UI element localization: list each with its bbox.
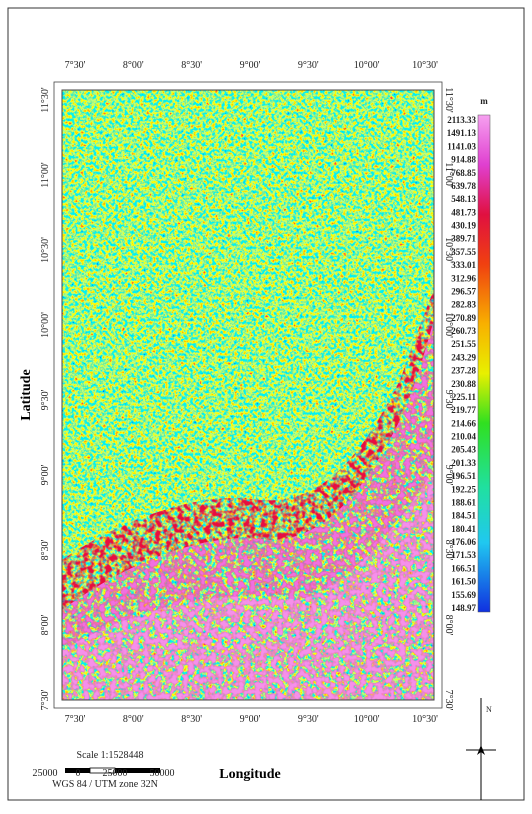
legend-label: 2113.33	[447, 115, 476, 125]
legend-label: 196.51	[451, 471, 476, 481]
top-tick-label: 7°30'	[65, 60, 86, 71]
legend-label: 389.71	[451, 234, 476, 244]
left-tick-label: 8°30'	[40, 539, 51, 560]
legend-label: 296.57	[451, 286, 476, 296]
legend-label: 914.88	[451, 155, 476, 165]
right-tick-label: 10°00'	[443, 312, 454, 338]
legend-label: 270.89	[451, 313, 476, 323]
right-tick-label: 9°30'	[443, 390, 454, 411]
bottom-tick-label: 8°00'	[123, 714, 144, 725]
color-bar	[477, 114, 491, 613]
legend-label: 230.88	[451, 379, 476, 389]
top-tick-label: 8°00'	[123, 60, 144, 71]
legend-label: 166.51	[451, 563, 476, 573]
left-tick-label: 11°30'	[40, 87, 51, 113]
legend-label: 214.66	[451, 418, 476, 428]
legend-label: 251.55	[451, 339, 476, 349]
legend-label: 237.28	[451, 366, 476, 376]
scale-bar	[115, 768, 160, 773]
bottom-tick-label: 10°00'	[354, 714, 380, 725]
legend-label: 260.73	[451, 326, 476, 336]
legend-label: 357.55	[451, 247, 476, 257]
legend-label: 192.25	[451, 484, 476, 494]
legend-label: 188.61	[451, 497, 476, 507]
north-arrow	[477, 745, 485, 755]
legend-label: 312.96	[451, 273, 476, 283]
scale-bar-label: 25000	[103, 768, 128, 779]
bottom-tick-label: 7°30'	[65, 714, 86, 725]
right-tick-label: 11°00'	[443, 162, 454, 188]
left-tick-label: 11°00'	[40, 162, 51, 188]
y-axis-label: Latitude	[19, 369, 34, 420]
scale-bar-label: 0	[76, 768, 81, 779]
right-tick-label: 10°30'	[443, 237, 454, 263]
outer-frame	[53, 81, 443, 709]
legend-label: 430.19	[451, 221, 476, 231]
legend-label: 184.51	[451, 511, 476, 521]
top-tick-label: 10°00'	[354, 60, 380, 71]
elevation-raster	[62, 90, 434, 700]
top-tick-label: 9°00'	[240, 60, 261, 71]
left-tick-label: 9°30'	[40, 389, 51, 410]
legend-label: 155.69	[451, 590, 476, 600]
right-tick-label: 9°00'	[443, 465, 454, 486]
legend-label: 219.77	[451, 405, 476, 415]
north-label: N	[486, 705, 492, 714]
legend-label: 148.97	[451, 603, 476, 613]
legend-label: 333.01	[451, 260, 476, 270]
scale-bar	[65, 768, 90, 773]
legend-label: 210.04	[451, 432, 476, 442]
left-tick-label: 8°00'	[40, 614, 51, 635]
top-tick-label: 9°30'	[298, 60, 319, 71]
legend-label: 1141.03	[447, 141, 476, 151]
legend-label: 481.73	[451, 207, 476, 217]
x-axis-label: Longitude	[219, 767, 280, 782]
scale-ratio: Scale 1:1528448	[77, 750, 144, 761]
legend-label: 225.11	[452, 392, 477, 402]
legend-label: 282.83	[451, 300, 476, 310]
map-frame	[61, 89, 435, 701]
bottom-tick-label: 9°00'	[240, 714, 261, 725]
right-tick-label: 11°30'	[443, 87, 454, 113]
right-tick-label: 8°30'	[443, 540, 454, 561]
legend-label: 205.43	[451, 445, 476, 455]
scale-bar-label: 25000	[33, 768, 58, 779]
scale-bar-label: 50000	[150, 768, 175, 779]
legend-label: 768.85	[451, 168, 476, 178]
outer-border	[7, 7, 525, 801]
right-tick-label: 7°30'	[443, 690, 454, 711]
left-tick-label: 7°30'	[40, 689, 51, 710]
legend-label: 548.13	[451, 194, 476, 204]
legend-label: 180.41	[451, 524, 476, 534]
top-tick-label: 10°30'	[412, 60, 438, 71]
legend-label: 1491.13	[447, 128, 477, 138]
left-tick-label: 10°30'	[40, 237, 51, 263]
projection: WGS 84 / UTM zone 32N	[52, 779, 158, 790]
legend-label: 161.50	[451, 577, 476, 587]
legend-label: 171.53	[451, 550, 476, 560]
legend-label: 639.78	[451, 181, 476, 191]
right-tick-label: 8°00'	[443, 615, 454, 636]
left-tick-label: 10°00'	[40, 312, 51, 338]
bottom-tick-label: 10°30'	[412, 714, 438, 725]
bottom-tick-label: 8°30'	[181, 714, 202, 725]
legend-label: 176.06	[451, 537, 476, 547]
left-tick-label: 9°00'	[40, 464, 51, 485]
legend-label: 243.29	[451, 352, 476, 362]
legend-unit: m	[480, 96, 488, 106]
bottom-tick-label: 9°30'	[298, 714, 319, 725]
top-tick-label: 8°30'	[181, 60, 202, 71]
legend-label: 201.33	[451, 458, 476, 468]
